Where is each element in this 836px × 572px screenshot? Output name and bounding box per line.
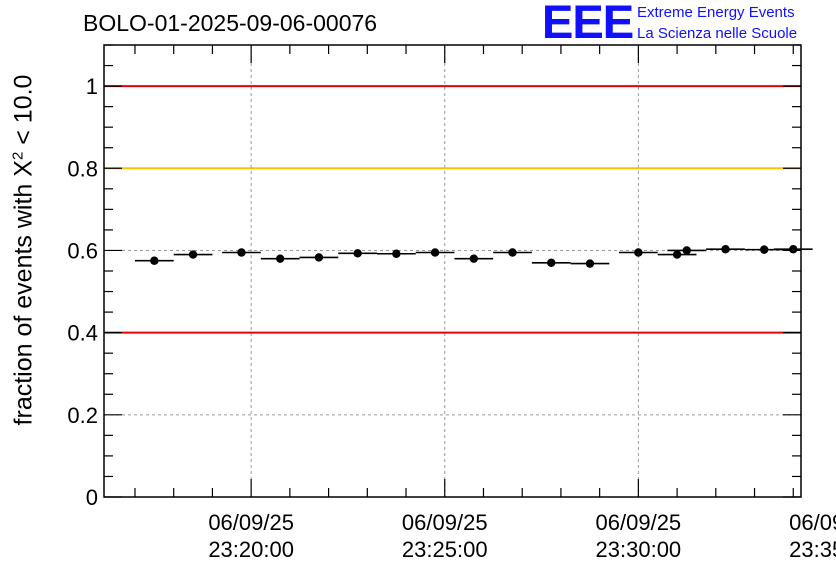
- y-axis-label-suffix: < 10.0: [9, 74, 38, 152]
- data-point: [314, 253, 324, 262]
- data-point: [469, 254, 478, 263]
- data-points: [134, 245, 813, 268]
- y-tick-label: 0.2: [67, 403, 98, 428]
- data-point: [237, 248, 246, 257]
- data-point: [353, 249, 362, 258]
- x-tick-label-date: 06/09/25: [789, 510, 836, 535]
- data-point: [585, 259, 595, 268]
- y-tick-label: 1: [86, 74, 98, 99]
- y-tick-label: 0.8: [67, 156, 98, 181]
- reference-lines: [104, 85, 801, 334]
- x-tick-label-date: 06/09/25: [596, 510, 682, 535]
- x-tick-label-date: 06/09/25: [402, 510, 488, 535]
- data-point: [547, 258, 556, 267]
- x-tick-label-time: 23:25:00: [402, 537, 488, 562]
- x-tick-label-time: 23:30:00: [596, 537, 682, 562]
- data-point: [275, 254, 285, 263]
- x-tick-label-time: 23:20:00: [208, 537, 294, 562]
- y-tick-label: 0.4: [67, 321, 98, 346]
- y-axis-label: fraction of events with X2 < 10.0: [9, 75, 38, 426]
- x-tick-label-time: 23:35:00: [789, 537, 836, 562]
- y-axis-label-prefix: fraction of events with X: [9, 160, 38, 426]
- tick-labels: 00.20.40.60.8106/09/2523:20:0006/09/2523…: [67, 74, 836, 562]
- eee-logo-mark: EEE: [542, 0, 634, 48]
- data-point: [430, 248, 440, 257]
- data-point: [672, 250, 682, 259]
- plot-frame: [103, 44, 802, 498]
- axes: [103, 44, 802, 498]
- y-axis-label-sup: 2: [9, 151, 27, 161]
- data-point: [634, 248, 643, 257]
- x-tick-label-date: 06/09/25: [208, 510, 294, 535]
- chart-title: BOLO-01-2025-09-06-00076: [83, 10, 378, 36]
- y-tick-label: 0.6: [67, 238, 98, 263]
- data-point: [508, 248, 517, 257]
- data-point: [721, 245, 730, 254]
- data-point: [789, 245, 798, 254]
- logo-line-2: La Scienza nelle Scuole: [637, 25, 798, 42]
- data-point: [682, 246, 691, 255]
- data-point: [760, 245, 769, 254]
- logo-line-1: Extreme Energy Events: [637, 4, 795, 21]
- data-point: [150, 256, 159, 265]
- grid-lines: [104, 45, 801, 497]
- data-point: [188, 250, 198, 259]
- data-point: [392, 249, 401, 258]
- y-tick-label: 0: [86, 485, 98, 510]
